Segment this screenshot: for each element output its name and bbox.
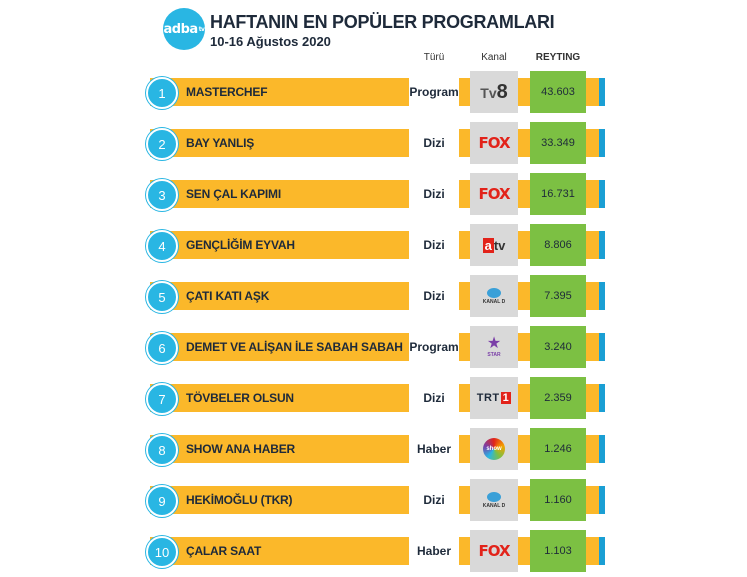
ranking-row: 10 ÇALAR SAAT Haber FOX 1.103 — [0, 525, 747, 577]
date-range: 10-16 Ağustos 2020 — [210, 34, 331, 49]
row-bar-end — [599, 78, 605, 106]
column-header-type: Türü — [423, 52, 445, 63]
channel-cell: KANAL D — [470, 275, 518, 317]
kanald-logo-icon: KANAL D — [483, 491, 505, 509]
program-type: Haber — [409, 428, 459, 470]
row-bar — [150, 384, 602, 412]
channel-cell: TRT 1 — [470, 377, 518, 419]
adba-tv-logo: adba tv — [163, 8, 205, 50]
rating-value: 16.731 — [530, 173, 586, 215]
program-name: HEKİMOĞLU (TKR) — [186, 493, 293, 507]
program-name: MASTERCHEF — [186, 85, 268, 99]
ranking-row: 2 BAY YANLIŞ Dizi FOX 33.349 — [0, 117, 747, 169]
program-type: Dizi — [409, 173, 459, 215]
channel-cell: FOX — [470, 530, 518, 572]
channel-cell: FOX — [470, 122, 518, 164]
program-type: Dizi — [409, 224, 459, 266]
ranking-row: 3 SEN ÇAL KAPIMI Dizi FOX 16.731 — [0, 168, 747, 220]
row-bar-end — [599, 537, 605, 565]
rating-value: 43.603 — [530, 71, 586, 113]
rank-badge: 5 — [146, 281, 178, 313]
ranking-row: 4 GENÇLİĞİM EYVAH Dizi a tv 8.806 — [0, 219, 747, 271]
rating-value: 1.160 — [530, 479, 586, 521]
ranking-row: 6 DEMET VE ALİŞAN İLE SABAH SABAH Program ★… — [0, 321, 747, 373]
rank-badge: 6 — [146, 332, 178, 364]
rank-badge: 7 — [146, 383, 178, 415]
channel-cell: ★ STAR — [470, 326, 518, 368]
row-bar — [150, 333, 602, 361]
ranking-row: 1 MASTERCHEF Program Tv8 43.603 — [0, 66, 747, 118]
show-logo-icon: show — [483, 438, 505, 460]
row-bar-end — [599, 180, 605, 208]
row-bar — [150, 180, 602, 208]
row-bar — [150, 282, 602, 310]
row-bar — [150, 78, 602, 106]
row-bar-end — [599, 435, 605, 463]
row-bar-end — [599, 486, 605, 514]
rank-badge: 4 — [146, 230, 178, 262]
rating-value: 1.246 — [530, 428, 586, 470]
channel-cell: Tv8 — [470, 71, 518, 113]
row-bar-end — [599, 129, 605, 157]
program-name: GENÇLİĞİM EYVAH — [186, 238, 295, 252]
star-logo-icon: ★ STAR — [486, 335, 502, 359]
program-type: Dizi — [409, 479, 459, 521]
channel-cell: show — [470, 428, 518, 470]
atv-logo-icon: a tv — [482, 237, 506, 253]
rating-value: 3.240 — [530, 326, 586, 368]
trt1-logo-icon: TRT 1 — [476, 392, 512, 404]
fox-logo-icon: FOX — [478, 542, 510, 560]
row-bar — [150, 435, 602, 463]
column-header-channel: Kanal — [481, 52, 507, 63]
program-name: ÇATI KATI AŞK — [186, 289, 270, 303]
row-bar — [150, 537, 602, 565]
program-name: SEN ÇAL KAPIMI — [186, 187, 281, 201]
program-type: Dizi — [409, 275, 459, 317]
row-bar-end — [599, 231, 605, 259]
fox-logo-icon: FOX — [478, 185, 510, 203]
program-name: BAY YANLIŞ — [186, 136, 255, 150]
ranking-row: 5 ÇATI KATI AŞK Dizi KANAL D 7.395 — [0, 270, 747, 322]
row-bar — [150, 129, 602, 157]
ranking-row: 7 TÖVBELER OLSUN Dizi TRT 1 2.359 — [0, 372, 747, 424]
row-bar-end — [599, 384, 605, 412]
ranking-row: 9 HEKİMOĞLU (TKR) Dizi KANAL D 1.160 — [0, 474, 747, 526]
kanald-logo-icon: KANAL D — [483, 287, 505, 305]
rank-badge: 2 — [146, 128, 178, 160]
program-type: Haber — [409, 530, 459, 572]
row-bar — [150, 486, 602, 514]
program-name: SHOW ANA HABER — [186, 442, 295, 456]
row-bar-end — [599, 333, 605, 361]
rank-badge: 10 — [146, 536, 178, 568]
rating-value: 8.806 — [530, 224, 586, 266]
program-type: Program — [409, 326, 459, 368]
program-type: Dizi — [409, 377, 459, 419]
tv8-logo-icon: Tv8 — [480, 80, 508, 103]
rank-badge: 8 — [146, 434, 178, 466]
row-bar-end — [599, 282, 605, 310]
channel-cell: FOX — [470, 173, 518, 215]
rank-badge: 9 — [146, 485, 178, 517]
rating-value: 7.395 — [530, 275, 586, 317]
channel-cell: KANAL D — [470, 479, 518, 521]
program-type: Program — [409, 71, 459, 113]
rank-badge: 3 — [146, 179, 178, 211]
channel-cell: a tv — [470, 224, 518, 266]
rating-value: 1.103 — [530, 530, 586, 572]
rating-value: 33.349 — [530, 122, 586, 164]
program-type: Dizi — [409, 122, 459, 164]
program-name: TÖVBELER OLSUN — [186, 391, 294, 405]
rank-badge: 1 — [146, 77, 178, 109]
page-title: HAFTANIN EN POPÜLER PROGRAMLARI — [210, 12, 555, 32]
row-bar — [150, 231, 602, 259]
program-name: ÇALAR SAAT — [186, 544, 262, 558]
fox-logo-icon: FOX — [478, 134, 510, 152]
column-header-rating: REYTING — [535, 52, 581, 63]
ranking-row: 8 SHOW ANA HABER Haber show 1.246 — [0, 423, 747, 475]
rating-value: 2.359 — [530, 377, 586, 419]
program-name: DEMET VE ALİŞAN İLE SABAH SABAH — [186, 340, 403, 354]
